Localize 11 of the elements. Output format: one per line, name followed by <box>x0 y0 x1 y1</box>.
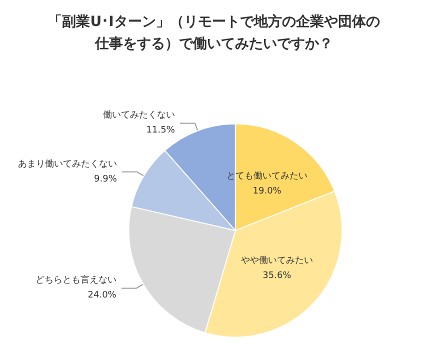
data-label: 24.0% <box>88 290 117 301</box>
slice-label: とても働いてみたい <box>226 170 308 182</box>
data-label: 19.0% <box>252 186 282 196</box>
slice-label: 働いてみたくない <box>102 110 175 121</box>
data-label: 9.9% <box>94 174 118 184</box>
data-label: 11.5% <box>146 126 176 136</box>
slice-label: あまり働いてみたくない <box>18 158 117 170</box>
slice-label: やや働いてみたい <box>240 255 313 266</box>
chart-title: 「副業U･Iターン」（リモートで地方の企業や団体の仕事をする）で働いてみたいですか？ <box>48 13 380 52</box>
data-label: 35.6% <box>262 271 292 282</box>
slice-label: どちらとも言えない <box>35 274 116 286</box>
